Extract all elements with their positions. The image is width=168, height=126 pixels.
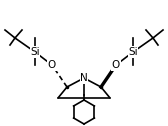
Text: Si: Si	[128, 47, 138, 57]
Text: N: N	[80, 73, 88, 83]
Text: O: O	[48, 60, 56, 70]
Text: O: O	[112, 60, 120, 70]
Text: Si: Si	[30, 47, 40, 57]
